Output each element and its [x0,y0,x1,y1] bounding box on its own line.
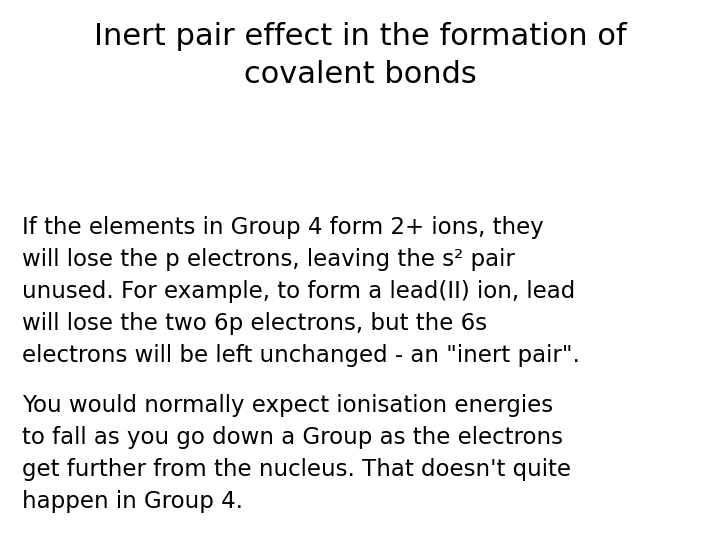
Text: If the elements in Group 4 form 2+ ions, they
will lose the p electrons, leaving: If the elements in Group 4 form 2+ ions,… [22,216,580,367]
Text: You would normally expect ionisation energies
to fall as you go down a Group as : You would normally expect ionisation ene… [22,394,571,513]
Text: Inert pair effect in the formation of
covalent bonds: Inert pair effect in the formation of co… [94,22,626,89]
